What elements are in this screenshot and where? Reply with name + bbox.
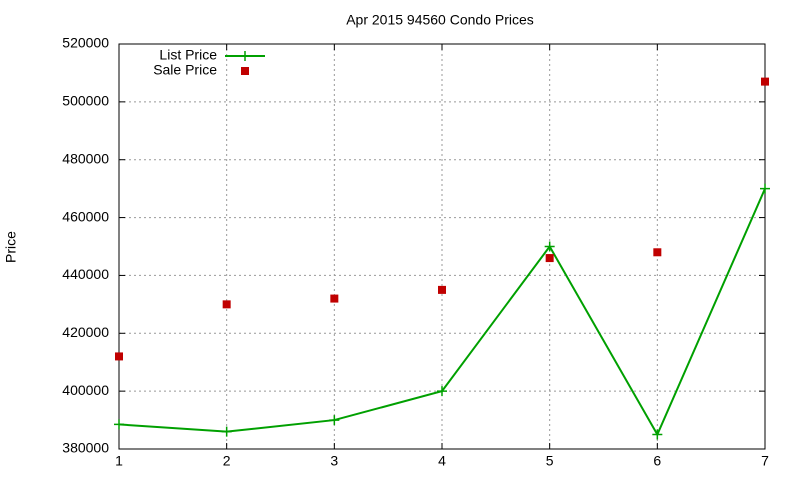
y-axis-label: Price <box>3 231 19 263</box>
point-marker <box>652 429 663 440</box>
point-marker <box>330 294 339 303</box>
y-tick-label: 480000 <box>62 150 109 166</box>
legend-label: Sale Price <box>153 62 217 78</box>
point-marker <box>545 254 554 263</box>
y-tick-label: 460000 <box>62 208 109 224</box>
point-marker <box>653 248 662 257</box>
point-marker <box>115 352 123 361</box>
x-tick-label: 1 <box>115 453 123 469</box>
legend-label: List Price <box>159 47 217 63</box>
y-tick-label: 520000 <box>62 35 109 51</box>
point-marker <box>761 77 769 86</box>
x-tick-label: 6 <box>653 453 661 469</box>
y-tick-label: 420000 <box>62 324 109 340</box>
x-tick-label: 4 <box>438 453 446 469</box>
legend-marker <box>240 51 250 61</box>
point-marker <box>437 386 447 397</box>
x-tick-label: 3 <box>330 453 338 469</box>
y-tick-label: 500000 <box>62 93 109 109</box>
x-tick-label: 2 <box>223 453 231 469</box>
point-marker <box>438 285 446 294</box>
x-tick-label: 5 <box>546 453 554 469</box>
point-marker <box>222 300 231 309</box>
point-marker <box>329 415 340 426</box>
chart-title: Apr 2015 94560 Condo Prices <box>346 12 534 28</box>
y-tick-label: 380000 <box>62 440 109 456</box>
legend-marker <box>241 67 249 75</box>
y-tick-label: 400000 <box>62 382 109 398</box>
point-marker <box>760 183 770 194</box>
point-marker <box>114 419 124 430</box>
x-tick-label: 7 <box>761 453 769 469</box>
point-marker <box>221 426 232 437</box>
y-tick-label: 440000 <box>62 266 109 282</box>
point-marker <box>544 241 555 252</box>
